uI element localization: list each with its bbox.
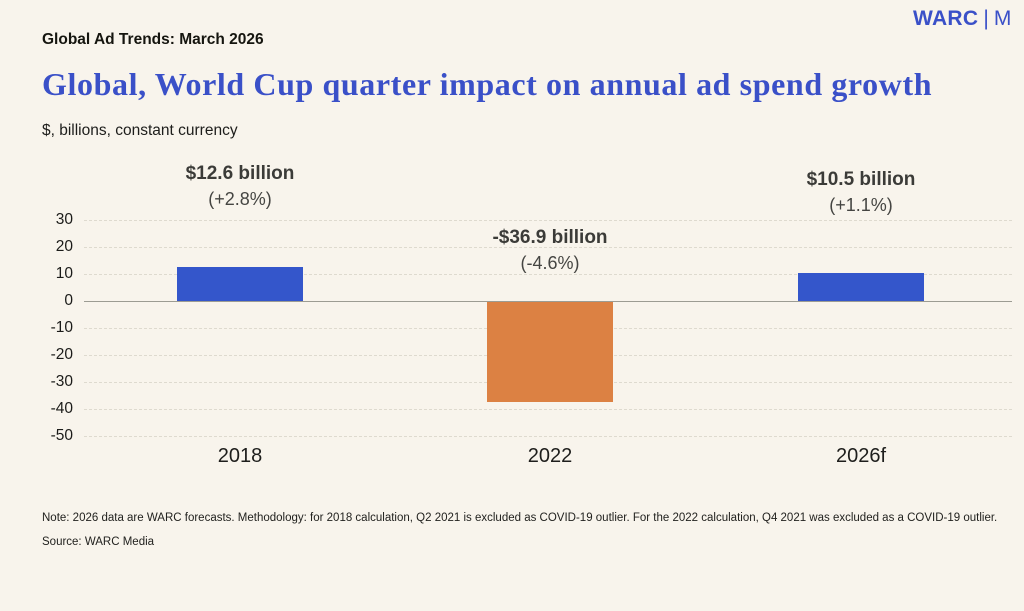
gridline--40 <box>84 409 1012 410</box>
y-axis-tick-label: -30 <box>50 373 73 390</box>
y-axis-tick-label: -50 <box>50 427 73 444</box>
gridline-20 <box>84 247 1012 248</box>
y-axis-tick-label: -10 <box>50 319 73 336</box>
bar-value-percent: (+2.8%) <box>208 188 272 209</box>
bar-2026f <box>798 272 924 301</box>
footnote: Note: 2026 data are WARC forecasts. Meth… <box>42 512 998 524</box>
zero-axis-line <box>84 301 1012 302</box>
warc-logo: WARC | M <box>913 7 1011 31</box>
y-axis-tick-label: 10 <box>55 265 73 282</box>
y-axis-tick-label: 30 <box>55 211 73 228</box>
bar-value-label-2018: $12.6 billion (+2.8%) <box>120 161 360 212</box>
logo-separator: | <box>983 7 989 30</box>
y-axis-tick-label: -20 <box>50 346 73 363</box>
source-line: Source: WARC Media <box>42 536 155 548</box>
gridline-10 <box>84 274 1012 275</box>
bar-value-label-2026f: $10.5 billion (+1.1%) <box>741 167 981 218</box>
y-axis-tick-label: 20 <box>55 238 73 255</box>
bar-value-percent: (-4.6%) <box>520 253 580 273</box>
logo-suffix: M <box>993 7 1012 30</box>
logo-brand: WARC <box>913 7 979 30</box>
x-axis-label-2018: 2018 <box>217 445 263 467</box>
report-kicker: Global Ad Trends: March 2026 <box>42 31 264 48</box>
chart-title: Global, World Cup quarter impact on annu… <box>42 66 933 102</box>
chart-subtitle: $, billions, constant currency <box>42 122 238 139</box>
bar-value-label-2022: -$36.9 billion (-4.6%) <box>430 225 670 276</box>
bar-2018 <box>177 266 303 301</box>
x-axis-label-2022: 2022 <box>527 445 573 467</box>
bar-value-amount: $10.5 billion <box>806 168 916 190</box>
bar-value-percent: (+1.1%) <box>829 194 893 215</box>
x-axis-label-2026f: 2026f <box>835 445 887 467</box>
bar-value-amount: $12.6 billion <box>185 162 295 184</box>
y-axis-tick-label: -40 <box>50 400 73 417</box>
bar-2022 <box>487 302 613 402</box>
y-axis-tick-label: 0 <box>64 292 73 309</box>
gridline--50 <box>84 436 1012 437</box>
gridline-30 <box>84 220 1012 221</box>
bar-value-amount: -$36.9 billion <box>492 227 608 248</box>
